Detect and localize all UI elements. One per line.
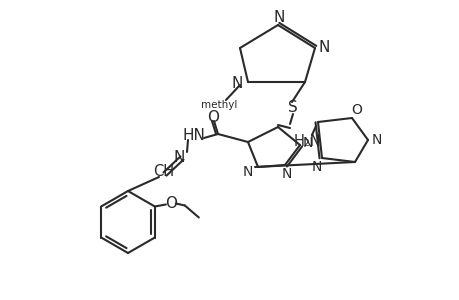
Text: HN: HN: [182, 128, 205, 142]
Text: H₂N: H₂N: [293, 134, 321, 149]
Text: S: S: [287, 100, 297, 116]
Text: N: N: [302, 136, 313, 150]
Text: N: N: [173, 149, 184, 164]
Text: N: N: [371, 133, 381, 147]
Text: CH: CH: [153, 164, 174, 179]
Text: methyl: methyl: [201, 100, 237, 110]
Text: O: O: [207, 110, 218, 124]
Text: O: O: [164, 196, 176, 211]
Text: O: O: [351, 103, 362, 117]
Text: N: N: [273, 11, 284, 26]
Text: N: N: [281, 167, 291, 181]
Text: N: N: [311, 160, 321, 174]
Text: N: N: [242, 165, 252, 179]
Text: N: N: [318, 40, 329, 55]
Text: N: N: [231, 76, 242, 91]
